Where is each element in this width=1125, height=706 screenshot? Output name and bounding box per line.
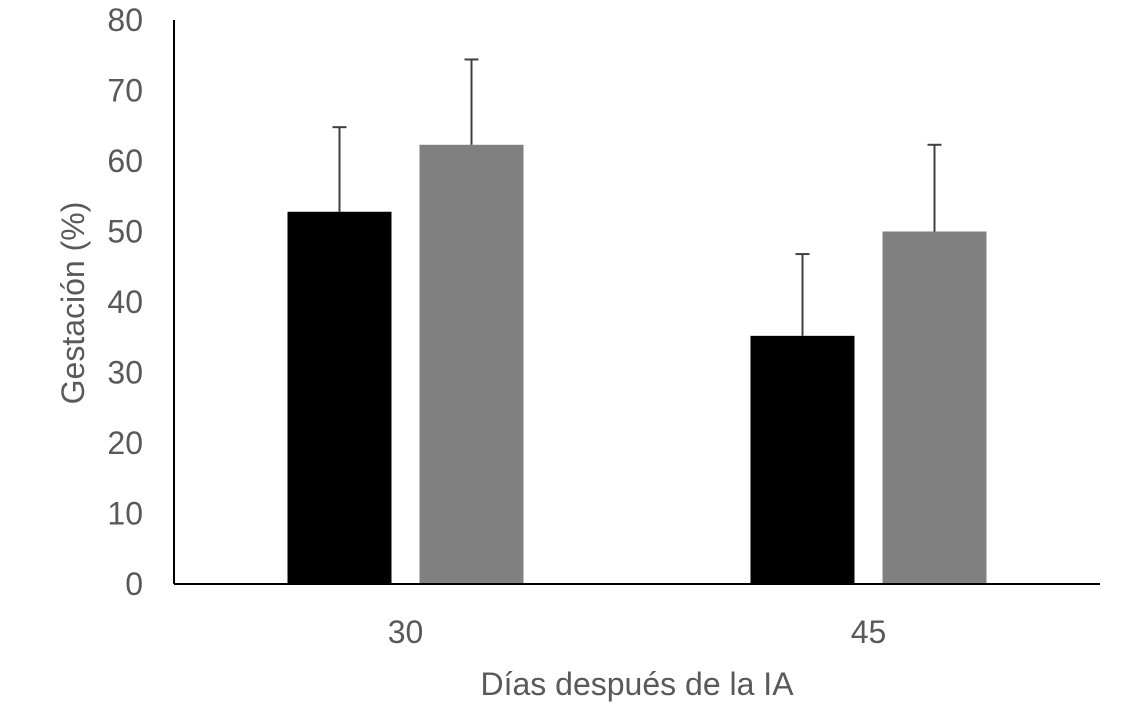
- x-axis-title: Días después de la IA: [480, 666, 794, 702]
- bar: [750, 335, 855, 584]
- y-tick-label: 70: [107, 73, 143, 109]
- y-tick-label: 20: [107, 425, 143, 461]
- bars: [287, 144, 987, 584]
- x-tick-labels: 30 45: [388, 614, 887, 650]
- x-tick-label: 30: [388, 614, 424, 650]
- bar: [882, 231, 987, 584]
- y-tick-label: 40: [107, 284, 143, 320]
- error-bars: [332, 58, 942, 336]
- y-tick-label: 0: [125, 566, 143, 602]
- y-tick-label: 50: [107, 214, 143, 250]
- y-tick-label: 80: [107, 2, 143, 38]
- bar: [287, 211, 392, 584]
- y-tick-label: 10: [107, 496, 143, 532]
- y-axis-title: Gestación (%): [55, 202, 91, 405]
- y-tick-label: 60: [107, 143, 143, 179]
- bar: [419, 144, 524, 584]
- x-tick-label: 45: [851, 614, 887, 650]
- y-tick-label: 30: [107, 355, 143, 391]
- y-tick-labels: 0 10 20 30 40 50 60 70 80: [107, 2, 143, 602]
